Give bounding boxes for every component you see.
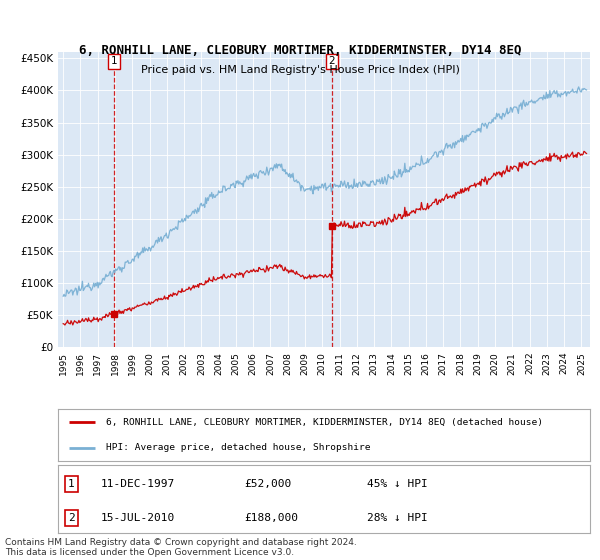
Text: Contains HM Land Registry data © Crown copyright and database right 2024.
This d: Contains HM Land Registry data © Crown c… [5, 538, 357, 557]
Text: 1: 1 [68, 479, 74, 489]
Text: 6, RONHILL LANE, CLEOBURY MORTIMER, KIDDERMINSTER, DY14 8EQ (detached house): 6, RONHILL LANE, CLEOBURY MORTIMER, KIDD… [106, 418, 543, 427]
Text: HPI: Average price, detached house, Shropshire: HPI: Average price, detached house, Shro… [106, 444, 370, 452]
Text: £52,000: £52,000 [244, 479, 292, 489]
Text: £188,000: £188,000 [244, 513, 298, 523]
Text: 2: 2 [328, 57, 335, 67]
Text: 28% ↓ HPI: 28% ↓ HPI [367, 513, 427, 523]
Text: Price paid vs. HM Land Registry's House Price Index (HPI): Price paid vs. HM Land Registry's House … [140, 66, 460, 75]
Text: 45% ↓ HPI: 45% ↓ HPI [367, 479, 427, 489]
Text: 6, RONHILL LANE, CLEOBURY MORTIMER, KIDDERMINSTER, DY14 8EQ: 6, RONHILL LANE, CLEOBURY MORTIMER, KIDD… [79, 44, 521, 57]
Text: 2: 2 [68, 513, 74, 523]
Text: 15-JUL-2010: 15-JUL-2010 [101, 513, 175, 523]
Text: 11-DEC-1997: 11-DEC-1997 [101, 479, 175, 489]
Text: 1: 1 [111, 57, 118, 67]
